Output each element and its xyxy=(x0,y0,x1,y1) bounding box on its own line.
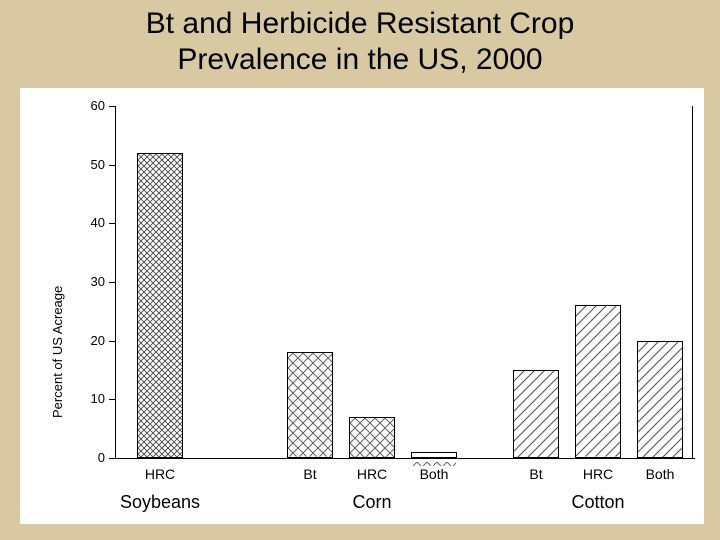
bar-corn-both xyxy=(411,452,457,458)
bar-fill xyxy=(576,306,620,457)
bar-fill xyxy=(514,371,558,457)
y-tick xyxy=(109,282,115,283)
y-axis-label: Percent of US Acreage xyxy=(50,286,65,418)
y-tick xyxy=(109,165,115,166)
y-tick-label: 0 xyxy=(75,450,105,465)
y-axis-line xyxy=(115,106,116,458)
y-tick xyxy=(109,223,115,224)
chart-title: Bt and Herbicide Resistant Crop Prevalen… xyxy=(0,0,720,78)
bar-cotton-bt xyxy=(513,370,559,458)
bar-fill xyxy=(288,353,332,457)
y-tick xyxy=(109,106,115,107)
y-tick-label: 20 xyxy=(75,333,105,348)
bar-corn-hrc xyxy=(349,417,395,458)
y-tick-label: 40 xyxy=(75,215,105,230)
title-line-2: Prevalence in the US, 2000 xyxy=(177,43,542,76)
y-tick xyxy=(109,399,115,400)
y-tick-label: 10 xyxy=(75,391,105,406)
right-rule xyxy=(692,106,693,458)
category-label: HRC xyxy=(342,466,402,482)
category-label: HRC xyxy=(130,466,190,482)
group-label: Corn xyxy=(312,492,432,513)
y-tick xyxy=(109,341,115,342)
bar-corn-bt xyxy=(287,352,333,458)
bar-cotton-both xyxy=(637,341,683,458)
category-label: Both xyxy=(404,466,464,482)
title-line-1: Bt and Herbicide Resistant Crop xyxy=(146,7,575,40)
category-label: Bt xyxy=(280,466,340,482)
category-label: Both xyxy=(630,466,690,482)
category-label: HRC xyxy=(568,466,628,482)
bar-fill xyxy=(638,342,682,457)
y-tick-label: 50 xyxy=(75,157,105,172)
bar-fill xyxy=(138,154,182,457)
group-label: Soybeans xyxy=(100,492,220,513)
bar-fill xyxy=(350,418,394,457)
y-tick-label: 60 xyxy=(75,98,105,113)
chart-panel: 0 10 20 30 40 50 60 Percent of US Acreage HRC Soy… xyxy=(20,88,704,524)
group-label: Cotton xyxy=(538,492,658,513)
category-label: Bt xyxy=(506,466,566,482)
y-tick xyxy=(109,458,115,459)
bar-cotton-hrc xyxy=(575,305,621,458)
bar-soybeans-hrc xyxy=(137,153,183,458)
y-tick-label: 30 xyxy=(75,274,105,289)
